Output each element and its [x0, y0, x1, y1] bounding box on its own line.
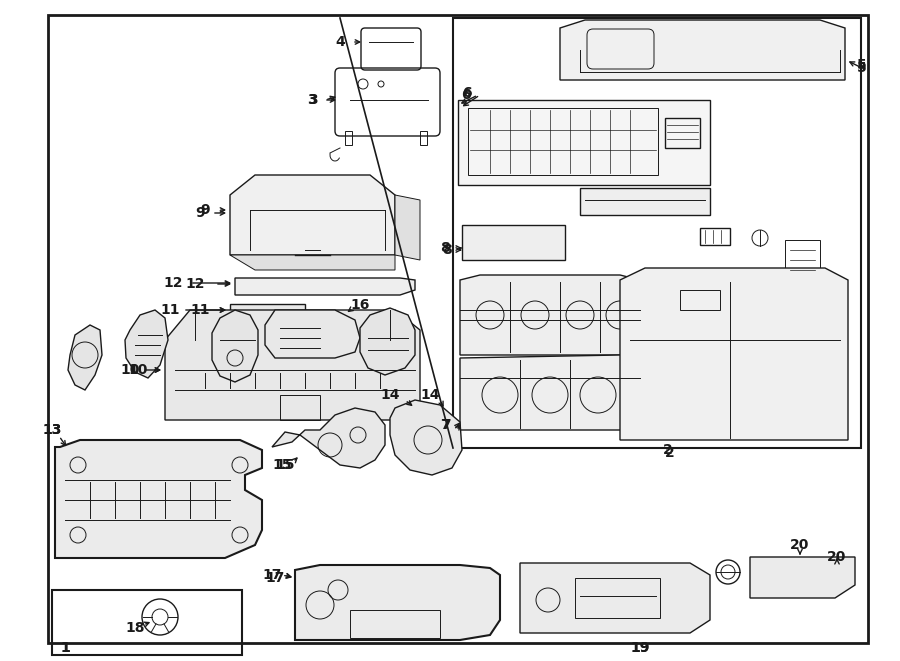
Polygon shape: [295, 565, 500, 640]
Text: 19: 19: [630, 641, 650, 655]
Text: 8: 8: [440, 241, 450, 255]
Text: 17: 17: [266, 571, 284, 585]
Polygon shape: [750, 557, 855, 598]
Polygon shape: [460, 355, 640, 430]
Text: 3: 3: [308, 93, 318, 107]
Text: 9: 9: [200, 203, 210, 217]
Text: 20: 20: [790, 538, 810, 552]
Text: 14: 14: [420, 388, 440, 402]
Polygon shape: [620, 268, 848, 440]
Text: 6: 6: [461, 88, 471, 102]
Polygon shape: [395, 195, 420, 260]
Polygon shape: [580, 188, 710, 215]
Polygon shape: [212, 310, 258, 382]
Text: 19: 19: [630, 641, 650, 655]
Text: 13: 13: [42, 423, 62, 437]
Polygon shape: [230, 255, 395, 270]
Polygon shape: [462, 225, 565, 260]
Text: 4: 4: [335, 35, 345, 49]
Text: 2: 2: [665, 446, 675, 460]
Polygon shape: [360, 308, 415, 375]
Text: 17: 17: [262, 568, 282, 582]
Text: 15: 15: [272, 458, 292, 472]
Text: 12: 12: [163, 276, 183, 290]
Text: 5: 5: [857, 58, 867, 72]
Polygon shape: [458, 100, 710, 185]
Text: 20: 20: [827, 550, 847, 564]
Text: 1: 1: [60, 641, 70, 655]
Text: 1: 1: [60, 641, 70, 655]
Text: 9: 9: [195, 206, 205, 220]
Text: 5: 5: [857, 61, 867, 75]
Polygon shape: [55, 440, 262, 558]
Polygon shape: [520, 563, 710, 633]
Polygon shape: [460, 275, 640, 355]
Polygon shape: [165, 310, 420, 420]
Text: 12: 12: [185, 277, 205, 291]
Text: 18: 18: [125, 621, 145, 635]
Text: 8: 8: [442, 243, 452, 257]
Polygon shape: [272, 408, 385, 468]
Polygon shape: [235, 278, 415, 295]
Text: 14: 14: [380, 388, 400, 402]
Polygon shape: [230, 175, 395, 255]
Text: 3: 3: [307, 93, 317, 107]
Text: 15: 15: [275, 458, 295, 472]
Bar: [453, 18, 861, 448]
Polygon shape: [265, 310, 360, 358]
Text: 13: 13: [42, 423, 62, 437]
Polygon shape: [125, 310, 168, 378]
Text: 16: 16: [350, 298, 370, 312]
Text: 11: 11: [190, 303, 210, 317]
Text: 10: 10: [129, 363, 148, 377]
Bar: [52, 590, 242, 655]
Text: 10: 10: [121, 363, 140, 377]
Text: 7: 7: [440, 418, 450, 432]
Polygon shape: [230, 304, 305, 316]
Text: 2: 2: [663, 443, 673, 457]
Text: 11: 11: [160, 303, 180, 317]
Polygon shape: [560, 20, 845, 80]
Polygon shape: [68, 325, 102, 390]
Text: 6: 6: [463, 86, 472, 100]
Polygon shape: [390, 400, 462, 475]
Text: 7: 7: [441, 418, 451, 432]
